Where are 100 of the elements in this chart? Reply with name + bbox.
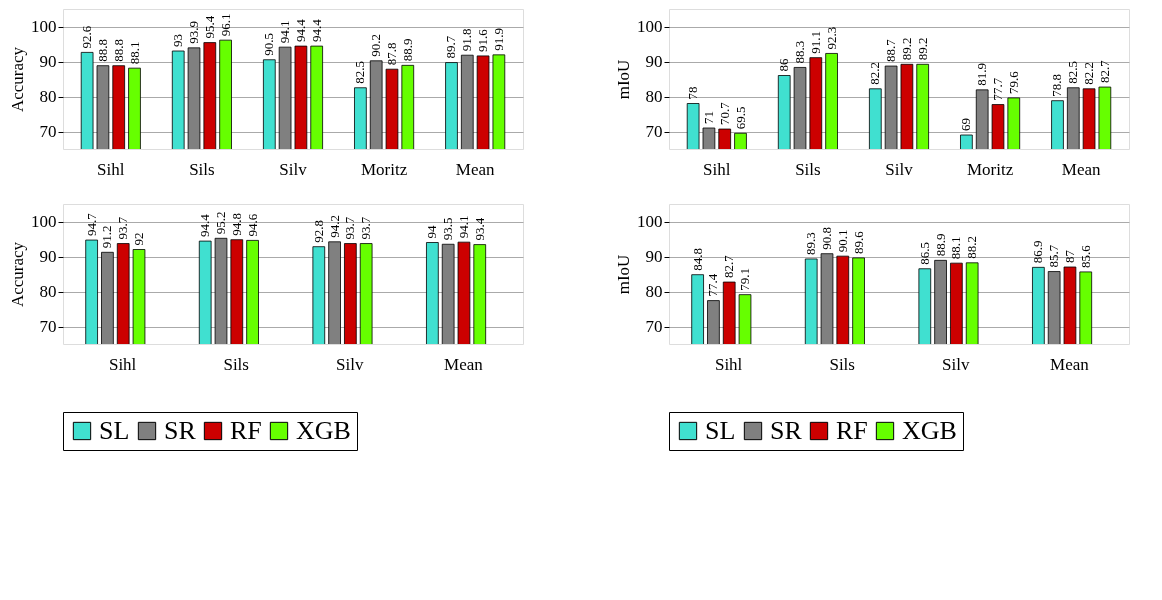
data-label: 85.7 — [1046, 244, 1062, 268]
data-label: 69.5 — [732, 106, 748, 130]
data-label: 86.9 — [1030, 240, 1046, 264]
x-tick-label: Silv — [279, 159, 308, 179]
data-label: 91.8 — [459, 28, 475, 52]
y-tick-label: 70 — [39, 317, 57, 336]
x-tick-label: Silv — [885, 159, 914, 179]
data-label: 93.7 — [358, 216, 374, 240]
data-label: 89.3 — [803, 232, 819, 255]
data-label: 78.8 — [1049, 73, 1065, 97]
y-tick-label: 100 — [637, 212, 663, 231]
data-label: 77.4 — [705, 273, 721, 297]
data-label: 94.8 — [228, 212, 244, 236]
y-tick-label: 80 — [39, 282, 57, 301]
x-tick-label: Sihl — [703, 159, 731, 179]
data-label: 91.6 — [475, 28, 491, 52]
x-tick-label: Sihl — [108, 354, 137, 374]
data-label: 79.1 — [737, 267, 752, 291]
data-label: 94.4 — [308, 18, 324, 43]
y-axis-title: mIoU — [614, 59, 633, 100]
legend-label: XGB — [902, 416, 957, 445]
data-label: 88.1 — [948, 236, 964, 260]
data-label: 93.7 — [115, 216, 131, 240]
x-tick-label: Moritz — [966, 159, 1014, 179]
legend-label: SR — [164, 416, 197, 445]
y-tick-label: 70 — [645, 122, 663, 141]
y-tick-label: 90 — [39, 52, 57, 71]
data-label: 88.9 — [932, 233, 948, 257]
data-label: 82.7 — [721, 254, 737, 279]
data-label: 94.4 — [292, 18, 308, 43]
x-tick-label: Sils — [223, 354, 249, 374]
y-axis-title: Accuracy — [8, 46, 27, 113]
data-label: 77.7 — [989, 77, 1005, 101]
data-label: 93.9 — [186, 21, 202, 44]
data-label: 94.2 — [326, 215, 342, 238]
x-tick-label: Sihl — [714, 354, 743, 374]
x-tick-label: Moritz — [360, 159, 408, 179]
legend-label: RF — [230, 416, 262, 445]
y-tick-label: 100 — [31, 212, 57, 231]
data-label: 92 — [131, 232, 146, 246]
x-tick-label: Silv — [336, 354, 364, 374]
data-label: 82.5 — [1065, 61, 1081, 84]
x-tick-label: Mean — [1050, 354, 1090, 374]
y-axis-title: Accuracy — [8, 241, 27, 308]
y-tick-label: 80 — [645, 87, 663, 106]
data-label: 82.2 — [867, 62, 883, 85]
data-label: 81.9 — [974, 63, 990, 86]
y-tick-label: 100 — [31, 17, 57, 36]
data-label: 94.4 — [197, 213, 213, 238]
data-label: 88.9 — [399, 38, 415, 62]
data-label: 88.7 — [883, 38, 899, 63]
data-label: 93.5 — [440, 217, 456, 241]
y-tick-label: 70 — [39, 122, 57, 141]
data-label: 69 — [958, 118, 974, 131]
data-label: 92.8 — [310, 219, 326, 243]
data-label: 89.2 — [914, 37, 930, 61]
x-tick-label: Sils — [829, 354, 855, 374]
legend-label: XGB — [296, 416, 351, 445]
x-tick-label: Mean — [444, 354, 484, 374]
data-label: 93.4 — [471, 217, 487, 241]
data-label: 90.1 — [834, 229, 850, 253]
data-label: 86.5 — [916, 242, 932, 265]
data-label: 91.2 — [99, 225, 115, 249]
data-label: 93.7 — [342, 216, 358, 240]
data-label: 82.2 — [1081, 62, 1097, 85]
x-tick-label: Sihl — [97, 159, 125, 179]
data-label: 82.7 — [1096, 59, 1112, 84]
legend-label: SR — [770, 416, 803, 445]
data-label: 92.3 — [823, 26, 839, 50]
y-axis-title: mIoU — [614, 254, 633, 295]
data-label: 94.1 — [277, 20, 293, 44]
x-tick-label: Sils — [189, 159, 215, 179]
legend-label: RF — [836, 416, 868, 445]
data-label: 92.6 — [79, 25, 95, 49]
data-label: 71 — [700, 111, 716, 124]
data-label: 84.8 — [689, 247, 705, 271]
data-label: 94.1 — [455, 215, 471, 239]
data-label: 90.2 — [368, 34, 384, 57]
y-tick-label: 90 — [645, 247, 663, 266]
y-tick-label: 80 — [39, 87, 57, 106]
data-label: 95.2 — [213, 211, 229, 235]
data-label: 88.2 — [964, 236, 980, 259]
data-label: 88.8 — [110, 38, 126, 62]
data-label: 93 — [170, 34, 186, 47]
data-label: 94.7 — [83, 212, 99, 237]
y-tick-label: 80 — [645, 282, 663, 301]
data-label: 89.7 — [443, 35, 459, 59]
data-label: 90.5 — [261, 33, 277, 56]
data-label: 82.5 — [352, 61, 368, 84]
y-tick-label: 100 — [637, 17, 663, 36]
x-tick-label: Mean — [455, 159, 496, 179]
x-tick-label: Silv — [942, 354, 970, 374]
legend-label: SL — [705, 416, 736, 445]
data-label: 91.1 — [807, 30, 823, 54]
data-label: 79.6 — [1005, 70, 1021, 94]
data-label: 89.2 — [898, 37, 914, 61]
data-label: 88.8 — [94, 38, 110, 62]
data-label: 96.1 — [217, 13, 233, 37]
data-label: 94 — [424, 225, 440, 239]
data-label: 85.6 — [1077, 244, 1093, 268]
